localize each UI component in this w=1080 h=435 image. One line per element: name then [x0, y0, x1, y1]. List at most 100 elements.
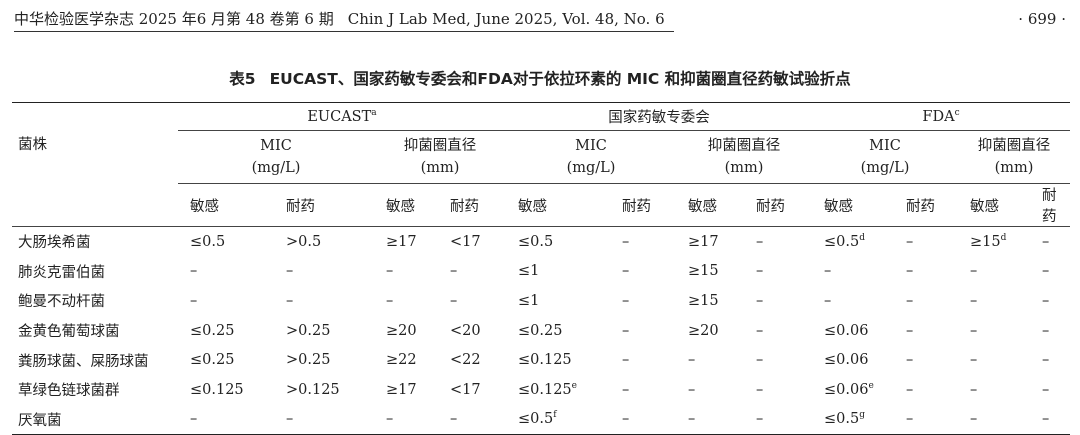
breakpoint-cell: ≤0.125	[190, 381, 244, 398]
subgroup-zone: 抑菌圈直径 (mm)	[374, 130, 506, 184]
footnote-mark: d	[859, 232, 865, 243]
col-susceptible: 敏感	[506, 183, 610, 227]
col-resistant: 耐药	[1030, 183, 1070, 227]
breakpoint-cell: –	[274, 404, 374, 435]
group-fda: FDAc	[812, 102, 1070, 131]
breakpoint-cell: –	[1042, 263, 1050, 280]
breakpoint-cell: ≤0.06	[824, 352, 869, 369]
strain-name: 粪肠球菌、屎肠球菌	[18, 353, 149, 370]
breakpoint-cell: –	[970, 381, 978, 398]
breakpoint-cell: –	[906, 263, 914, 280]
breakpoint-cell: –	[756, 381, 764, 398]
breakpoint-cell: –	[286, 263, 294, 280]
breakpoint-cell: –	[450, 263, 458, 280]
breakpoint-cell: ≤0.25	[190, 322, 235, 339]
group-national-committee: 国家药敏专委会	[506, 102, 812, 131]
breakpoint-cell: ≥20	[688, 322, 719, 339]
subgroup-mic: MIC (mg/L)	[178, 130, 374, 184]
breakpoint-cell: –	[622, 292, 630, 309]
breakpoint-cell: ≤0.25	[190, 352, 235, 369]
col-resistant: 耐药	[610, 183, 676, 227]
breakpoint-cell: ≤0.5f	[506, 404, 610, 435]
breakpoint-cell: –	[622, 233, 630, 250]
breakpoint-cell: ≤0.25	[518, 322, 563, 339]
table-row: 粪肠球菌、屎肠球菌 ≤0.25 >0.25 ≥22 <22 ≤0.125 – – – ≤0.06 –…	[12, 345, 1070, 375]
subgroup-mic: MIC (mg/L)	[506, 130, 676, 184]
breakpoint-cell: ≤0.06	[824, 322, 869, 339]
breakpoint-cell: –	[688, 381, 696, 398]
breakpoint-cell: –	[610, 404, 676, 435]
page-number: · 699 ·	[1018, 10, 1066, 28]
breakpoint-cell: –	[756, 233, 764, 250]
col-resistant: 耐药	[744, 183, 812, 227]
breakpoint-cell: –	[824, 292, 832, 309]
footnote-mark: g	[859, 410, 865, 421]
breakpoint-cell: ≥17	[386, 233, 417, 250]
breakpoint-cell: –	[676, 404, 744, 435]
footnote-mark: e	[868, 380, 874, 391]
breakpoint-cell: –	[374, 404, 438, 435]
subgroup-zone: 抑菌圈直径 (mm)	[676, 130, 812, 184]
breakpoint-cell: <20	[450, 322, 481, 339]
breakpoint-cell: ≤0.5d	[824, 232, 865, 250]
breakpoint-cell: –	[622, 322, 630, 339]
breakpoint-cell: –	[190, 263, 198, 280]
breakpoint-cell: –	[688, 352, 696, 369]
strain-name: 鲍曼不动杆菌	[18, 294, 105, 311]
breakpoint-cell: –	[906, 292, 914, 309]
breakpoint-cell: ≤0.125e	[518, 380, 577, 398]
breakpoint-cell: >0.5	[286, 233, 322, 250]
table-row: 草绿色链球菌群 ≤0.125 >0.125 ≥17 <17 ≤0.125e – – – ≤0.06…	[12, 375, 1070, 405]
row-header-spacer	[12, 183, 178, 227]
strain-name: 草绿色链球菌群	[18, 383, 120, 400]
breakpoint-cell: ≥20	[386, 322, 417, 339]
breakpoint-cell: <17	[450, 233, 481, 250]
breakpoint-cell: ≤0.125	[518, 352, 572, 369]
breakpoint-cell: –	[386, 263, 394, 280]
col-susceptible: 敏感	[676, 183, 744, 227]
running-header: 中华检验医学杂志 2025 年6 月第 48 卷第 6 期 Chin J Lab …	[14, 8, 1066, 30]
breakpoint-cell: –	[970, 263, 978, 280]
breakpoint-cell: –	[756, 322, 764, 339]
breakpoint-cell: –	[756, 263, 764, 280]
breakpoint-cell: –	[824, 263, 832, 280]
breakpoint-cell: ≥15	[688, 263, 719, 280]
footnote-mark: e	[571, 380, 577, 391]
breakpoint-cell: –	[756, 352, 764, 369]
breakpoint-cell: ≥22	[386, 352, 417, 369]
breakpoint-table: 菌株 EUCASTa 国家药敏专委会 FDAc MIC (mg/L) 抑菌圈直径(…	[12, 102, 1070, 435]
breakpoint-cell: >0.25	[286, 322, 331, 339]
breakpoint-cell: –	[622, 263, 630, 280]
breakpoint-cell: >0.25	[286, 352, 331, 369]
breakpoint-cell: –	[178, 404, 274, 435]
breakpoint-cell: –	[386, 292, 394, 309]
breakpoint-cell: –	[970, 292, 978, 309]
breakpoint-cell: >0.125	[286, 381, 340, 398]
breakpoint-cell: <17	[450, 381, 481, 398]
strain-name: 大肠埃希菌	[18, 235, 91, 252]
breakpoint-cell: ≥15d	[970, 232, 1007, 250]
col-susceptible: 敏感	[178, 183, 274, 227]
breakpoint-cell: –	[286, 292, 294, 309]
breakpoint-cell: –	[906, 352, 914, 369]
breakpoint-cell: –	[744, 404, 812, 435]
breakpoint-cell: ≤0.06e	[824, 380, 874, 398]
col-susceptible: 敏感	[374, 183, 438, 227]
breakpoint-cell: –	[906, 381, 914, 398]
breakpoint-cell: –	[450, 292, 458, 309]
strain-name: 金黄色葡萄球菌	[18, 324, 120, 341]
table-row: 金黄色葡萄球菌 ≤0.25 >0.25 ≥20 <20 ≤0.25 – ≥20 – ≤0.06 – –…	[12, 316, 1070, 346]
breakpoint-cell: –	[958, 404, 1030, 435]
breakpoint-cell: ≤1	[518, 263, 540, 280]
row-header: 菌株	[12, 102, 178, 184]
breakpoint-cell: ≤0.5	[518, 233, 554, 250]
breakpoint-cell: ≥17	[688, 233, 719, 250]
breakpoint-cell: ≤1	[518, 292, 540, 309]
col-resistant: 耐药	[274, 183, 374, 227]
header-rule	[14, 31, 674, 32]
breakpoint-cell: ≥17	[386, 381, 417, 398]
breakpoint-cell: –	[622, 381, 630, 398]
breakpoint-cell: ≤0.5g	[812, 404, 894, 435]
table-row: 肺炎克雷伯菌 – – – – ≤1 – ≥15 – – – – –	[12, 257, 1070, 287]
col-susceptible: 敏感	[812, 183, 894, 227]
